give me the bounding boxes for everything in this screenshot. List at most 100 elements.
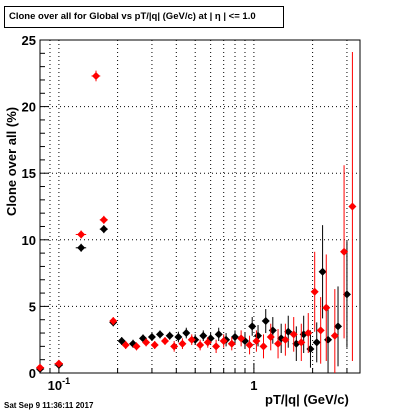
marker [147, 333, 156, 342]
data-point-red [219, 334, 228, 348]
marker [36, 363, 44, 372]
marker [306, 345, 315, 354]
y-axis-label: Clone over all (%) [4, 106, 19, 216]
x-tick-label: 10-1 [48, 376, 70, 393]
data-point-black [248, 317, 257, 336]
marker [99, 225, 108, 234]
marker [54, 359, 63, 368]
data-point-red [109, 317, 118, 326]
marker [160, 337, 169, 346]
marker [312, 338, 321, 347]
data-layer [36, 51, 357, 374]
data-point-red [54, 359, 64, 368]
data-point-black [312, 322, 321, 363]
marker [334, 322, 343, 331]
marker [342, 290, 351, 299]
data-point-red [348, 51, 357, 362]
marker [165, 331, 174, 340]
marker [245, 341, 254, 350]
y-tick-label: 15 [22, 166, 36, 181]
data-point-black [165, 331, 174, 340]
data-point-red [187, 334, 196, 346]
data-point-red [91, 70, 101, 82]
data-point-red [281, 323, 290, 356]
marker [178, 339, 187, 348]
marker [219, 337, 228, 346]
marker [212, 342, 221, 351]
axes: 0 5 10 15 20 25 10-1 1 [22, 33, 361, 393]
data-point-red [160, 337, 169, 346]
y-tick-label: 5 [29, 299, 36, 314]
data-point-red [310, 251, 319, 332]
data-point-black [99, 225, 108, 234]
marker [214, 330, 223, 339]
marker [316, 326, 325, 335]
marker [254, 331, 263, 340]
data-point-black [284, 315, 293, 348]
data-point-red [203, 337, 212, 348]
data-point-black [156, 330, 165, 339]
marker [348, 202, 357, 211]
data-point-red [212, 339, 221, 354]
marker [77, 230, 86, 239]
marker [324, 335, 333, 344]
data-point-red [142, 338, 151, 347]
marker [266, 333, 275, 342]
marker [231, 333, 240, 342]
data-point-red [75, 230, 87, 239]
marker [284, 327, 293, 336]
marker [289, 330, 298, 339]
data-point-black [318, 225, 327, 319]
marker [330, 331, 339, 340]
y-tick-label: 10 [22, 233, 36, 248]
marker [268, 326, 277, 335]
data-point-red [245, 335, 254, 355]
data-point-red [237, 330, 246, 347]
marker [150, 341, 159, 350]
data-point-red [259, 334, 268, 359]
y-tick-label: 20 [22, 100, 36, 115]
marker [77, 243, 86, 252]
data-point-red [316, 297, 325, 364]
marker [252, 337, 261, 346]
data-point-red [227, 337, 236, 351]
data-point-black [174, 331, 183, 343]
data-point-black [342, 241, 351, 348]
data-point-black [261, 309, 270, 334]
marker [92, 71, 101, 80]
marker [304, 329, 313, 338]
marker [340, 247, 349, 256]
data-point-black [334, 286, 343, 367]
marker [261, 317, 270, 326]
data-point-red [150, 341, 159, 350]
marker [196, 341, 205, 350]
marker [142, 338, 151, 347]
y-tick-label: 25 [22, 33, 36, 48]
marker [322, 303, 331, 312]
x-axis-label: pT/|q| (GeV/c) [265, 392, 349, 407]
x-tick-label: 1 [250, 378, 257, 393]
grid [39, 40, 360, 373]
marker [281, 335, 290, 344]
marker [310, 287, 319, 296]
data-point-black [75, 243, 87, 252]
marker [109, 317, 118, 326]
marker [274, 339, 283, 348]
marker [248, 322, 257, 331]
marker [199, 331, 208, 340]
chart-title: Clone over all for Global vs pT/|q| (GeV… [4, 6, 284, 28]
data-point-red [322, 254, 331, 362]
marker [121, 341, 130, 350]
data-point-red [289, 317, 298, 352]
data-point-red [330, 289, 339, 373]
data-point-red [99, 215, 108, 224]
marker [227, 339, 236, 348]
marker [297, 338, 306, 347]
marker [203, 338, 212, 347]
data-point-red [121, 341, 130, 350]
data-point-red [178, 338, 187, 350]
y-tick-label: 0 [29, 366, 36, 381]
data-point-red [274, 329, 283, 359]
marker [259, 342, 268, 351]
